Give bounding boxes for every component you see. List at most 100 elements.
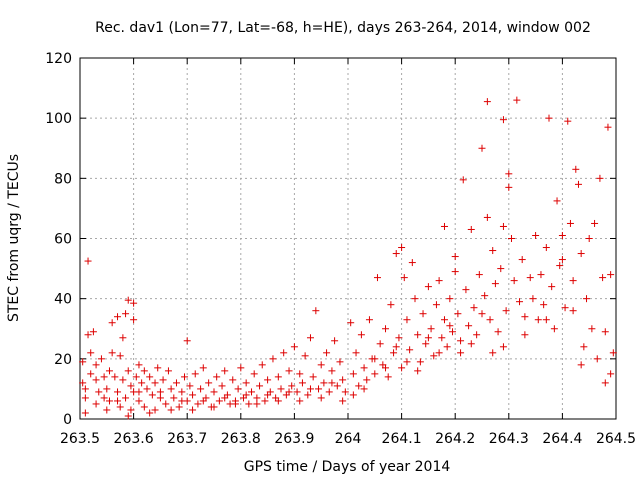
data-point: [475, 271, 483, 279]
data-point: [400, 274, 408, 282]
data-point: [349, 391, 357, 399]
data-point: [210, 403, 218, 411]
data-point: [162, 400, 170, 408]
data-point: [183, 337, 191, 345]
data-point: [81, 385, 89, 393]
data-point: [502, 307, 510, 315]
data-point: [432, 301, 440, 309]
data-point: [446, 295, 454, 303]
data-point: [256, 382, 264, 390]
x-tick-label: 264: [335, 431, 362, 447]
data-point: [494, 328, 502, 336]
data-point: [558, 231, 566, 239]
data-point: [349, 370, 357, 378]
data-point: [435, 277, 443, 285]
data-point: [408, 259, 416, 267]
data-point: [518, 256, 526, 264]
data-point: [146, 409, 154, 417]
data-point: [191, 370, 199, 378]
data-point: [124, 412, 132, 420]
x-tick-label: 264.4: [542, 431, 582, 447]
data-point: [363, 376, 371, 384]
data-point: [352, 349, 360, 357]
data-point: [478, 144, 486, 152]
data-point: [194, 400, 202, 408]
data-point: [132, 373, 140, 381]
data-point: [89, 328, 97, 336]
data-point: [486, 316, 494, 324]
data-point: [588, 325, 596, 333]
data-point: [341, 388, 349, 396]
data-point: [424, 334, 432, 342]
data-point: [92, 400, 100, 408]
data-point: [108, 319, 116, 327]
data-point: [540, 301, 548, 309]
data-point: [529, 295, 537, 303]
data-point: [585, 235, 593, 242]
data-point: [258, 361, 266, 369]
data-point: [591, 219, 599, 227]
data-point: [122, 310, 130, 318]
data-point: [148, 391, 156, 399]
data-point: [398, 364, 406, 372]
data-point: [601, 379, 609, 387]
data-point: [459, 176, 467, 184]
data-point: [215, 397, 223, 405]
data-point: [548, 283, 556, 291]
data-point: [119, 334, 127, 342]
y-tick-label: 80: [54, 171, 72, 187]
data-point: [97, 355, 105, 363]
data-point: [301, 352, 309, 360]
data-point: [360, 385, 368, 393]
data-point: [422, 340, 430, 348]
data-point: [143, 385, 151, 393]
data-point: [111, 373, 119, 381]
data-point: [167, 385, 175, 393]
data-point: [333, 382, 341, 390]
data-point: [285, 388, 293, 396]
data-point: [328, 367, 336, 375]
data-point: [306, 385, 314, 393]
data-point: [577, 361, 585, 369]
data-point: [87, 370, 95, 378]
data-point: [178, 397, 186, 405]
data-point: [181, 373, 189, 381]
data-point: [79, 379, 87, 387]
data-point: [237, 364, 245, 372]
data-point: [411, 295, 419, 303]
data-point: [293, 388, 301, 396]
data-point: [609, 349, 617, 357]
data-point: [491, 280, 499, 288]
data-point: [507, 235, 515, 242]
data-point: [269, 355, 277, 363]
data-point: [298, 379, 306, 387]
data-point: [264, 391, 272, 399]
data-point: [403, 358, 411, 366]
data-point: [151, 406, 159, 414]
data-point: [309, 373, 317, 381]
data-point: [481, 292, 489, 300]
data-point: [290, 343, 298, 351]
data-point: [574, 180, 582, 188]
data-point: [339, 376, 347, 384]
data-point: [599, 274, 607, 282]
data-point: [92, 376, 100, 384]
data-point: [248, 388, 256, 396]
y-tick-label: 60: [54, 232, 72, 248]
data-point: [114, 397, 122, 405]
data-point: [253, 400, 261, 408]
data-point: [566, 219, 574, 227]
data-point: [114, 313, 122, 321]
data-point: [159, 376, 167, 384]
x-axis-label: GPS time / Days of year 2014: [244, 459, 451, 475]
data-point: [124, 296, 132, 304]
data-point: [467, 225, 475, 233]
data-point: [189, 391, 197, 399]
data-point: [521, 331, 529, 339]
data-point: [231, 400, 239, 408]
data-point: [414, 331, 422, 339]
data-point: [328, 379, 336, 387]
data-point: [135, 397, 143, 405]
axis-ticks: 263.5 263.6 263.7 263.8 263.9 264 264.1 264.2 26…: [45, 51, 636, 447]
data-point: [561, 304, 569, 312]
